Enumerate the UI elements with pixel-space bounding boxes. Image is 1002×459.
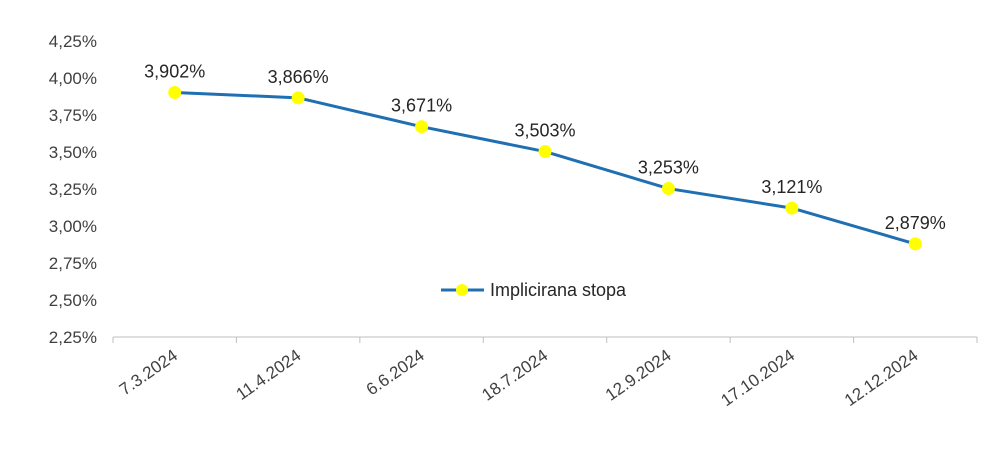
legend: Implicirana stopa [441, 280, 627, 300]
data-point-marker [538, 145, 552, 159]
data-label: 2,879% [885, 213, 946, 233]
data-label: 3,902% [144, 62, 205, 82]
data-label: 3,671% [391, 96, 452, 116]
data-point-marker [785, 201, 799, 215]
data-markers [168, 86, 922, 251]
x-tick-label: 12.12.2024 [841, 346, 922, 410]
y-axis: 2,25% 2,50% 2,75% 3,00% 3,25% 3,50% 3,75% 4,00%… [49, 32, 97, 347]
series-implicirana-stopa [174, 91, 916, 246]
data-label: 3,866% [268, 67, 329, 87]
legend-marker-swatch [456, 284, 468, 296]
data-point-marker [908, 237, 922, 251]
legend-label: Implicirana stopa [490, 280, 627, 300]
data-point-marker [291, 91, 305, 105]
y-tick-label: 2,50% [49, 291, 97, 310]
data-point-marker [661, 182, 675, 196]
data-label: 3,121% [761, 177, 822, 197]
data-point-marker [168, 86, 182, 100]
y-tick-label: 4,00% [49, 69, 97, 88]
x-tick-label: 17.10.2024 [718, 346, 799, 410]
data-label: 3,503% [514, 121, 575, 141]
y-tick-label: 2,75% [49, 254, 97, 273]
x-axis: 7.3.2024 11.4.2024 6.6.2024 18.7.2024 12.9.2… [112, 336, 978, 410]
y-tick-label: 4,25% [49, 32, 97, 51]
y-tick-label: 2,25% [49, 328, 97, 347]
data-labels: 3,902% 3,866% 3,671% 3,503% 3,253% 3,121% 2,87… [144, 62, 946, 233]
y-tick-label: 3,00% [49, 217, 97, 236]
y-tick-label: 3,50% [49, 143, 97, 162]
x-tick-label: 6.6.2024 [363, 346, 428, 400]
y-tick-label: 3,75% [49, 106, 97, 125]
data-label: 3,253% [638, 158, 699, 178]
x-tick-label: 18.7.2024 [478, 346, 551, 405]
series-line [174, 91, 916, 246]
data-point-marker [415, 120, 429, 134]
x-tick-label: 7.3.2024 [116, 346, 181, 400]
x-tick-label: 12.9.2024 [602, 346, 675, 405]
y-tick-label: 3,25% [49, 180, 97, 199]
x-tick-label: 11.4.2024 [233, 346, 305, 404]
